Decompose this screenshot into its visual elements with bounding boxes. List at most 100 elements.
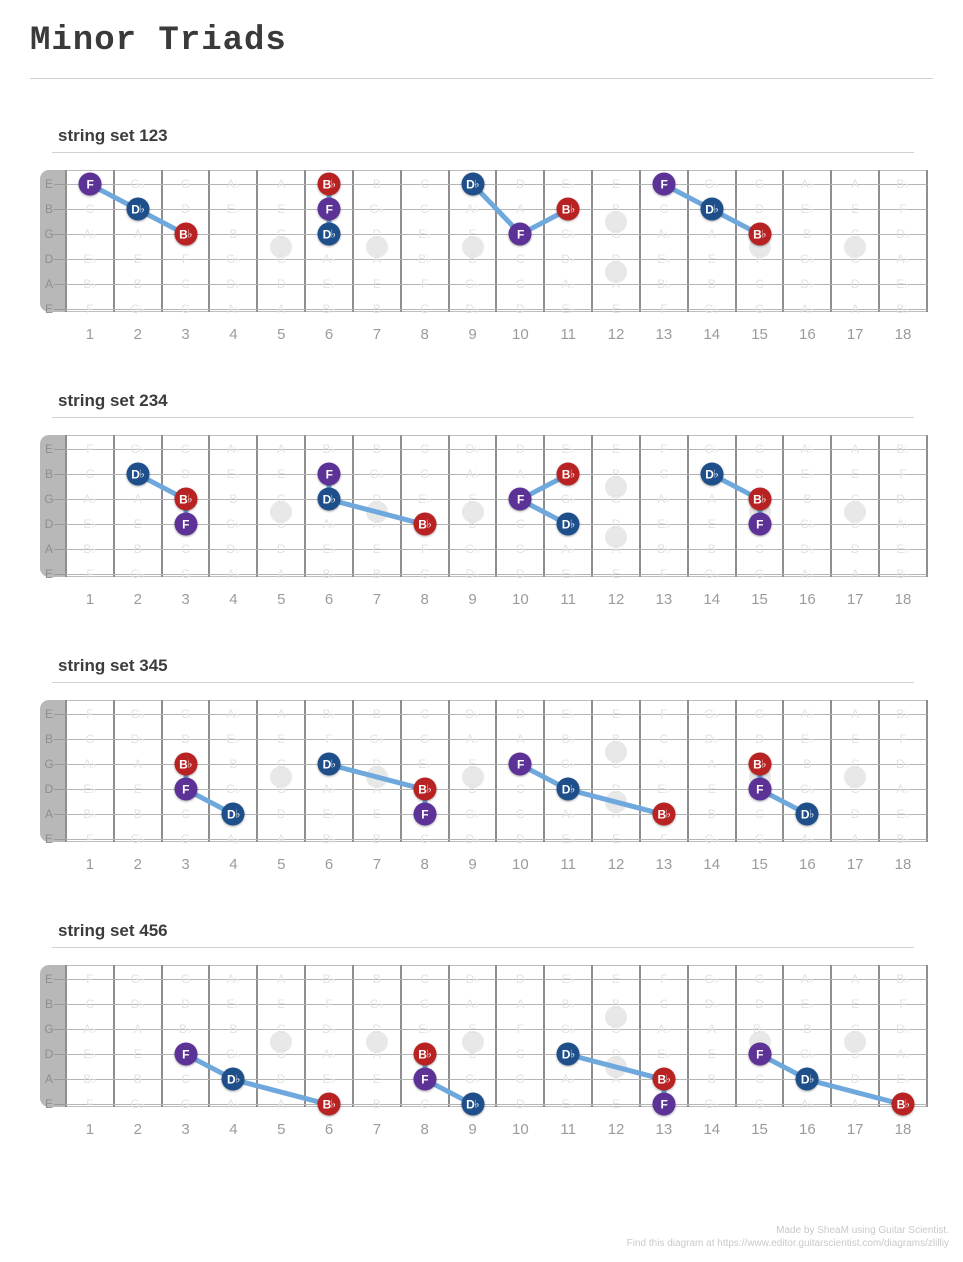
- fret-line: [495, 965, 498, 1107]
- note-marker[interactable]: F: [78, 172, 102, 196]
- fret-note-label: G♭: [130, 832, 145, 846]
- fret-line: [686, 435, 689, 577]
- note-marker[interactable]: D ♭: [700, 462, 724, 486]
- note-marker[interactable]: F: [508, 487, 532, 511]
- fret-note-label: D: [516, 442, 525, 456]
- note-marker[interactable]: F: [174, 1042, 198, 1066]
- note-marker[interactable]: B ♭: [652, 802, 676, 826]
- section-title: string set 123: [58, 126, 168, 145]
- fret-note-label: C: [755, 277, 764, 291]
- note-marker[interactable]: D ♭: [221, 1067, 245, 1091]
- note-marker[interactable]: F: [748, 1042, 772, 1066]
- note-marker[interactable]: D ♭: [556, 777, 580, 801]
- fretboard[interactable]: EBGDAEFG♭GA♭AB♭BCD♭DE♭EFG♭GA♭AB♭CD♭DE♭EF…: [40, 170, 928, 316]
- note-marker[interactable]: B ♭: [174, 752, 198, 776]
- fret-number-label: 10: [512, 1121, 529, 1138]
- fret-line: [208, 435, 211, 577]
- note-marker[interactable]: D ♭: [461, 1092, 485, 1116]
- note-marker[interactable]: F: [652, 1092, 676, 1116]
- note-marker[interactable]: D ♭: [795, 1067, 819, 1091]
- note-marker[interactable]: F: [413, 1067, 437, 1091]
- fret-note-label: D♭: [896, 492, 910, 506]
- note-marker[interactable]: B ♭: [317, 172, 341, 196]
- note-marker[interactable]: B ♭: [891, 1092, 915, 1116]
- note-marker[interactable]: F: [174, 512, 198, 536]
- fret-note-label: B: [372, 832, 381, 846]
- fret-number-label: 14: [703, 326, 721, 343]
- fret-inlay-icon: [270, 1030, 293, 1053]
- fret-note-label: D: [850, 542, 860, 556]
- nut-tick: [54, 1079, 66, 1080]
- fret-note-label: E♭: [418, 757, 432, 771]
- fretboard[interactable]: EBGDAEFG♭GA♭AB♭BCD♭DE♭EFG♭GA♭AB♭CD♭DE♭EF…: [40, 435, 928, 581]
- note-marker[interactable]: B ♭: [317, 1092, 341, 1116]
- string-line: [66, 1079, 927, 1080]
- note-marker[interactable]: D ♭: [317, 487, 341, 511]
- footer-link[interactable]: Find this diagram at https://www.editor.…: [626, 1238, 949, 1249]
- note-marker[interactable]: D ♭: [317, 752, 341, 776]
- fret-note-label: C: [420, 972, 430, 986]
- note-marker[interactable]: B ♭: [174, 487, 198, 511]
- note-marker[interactable]: D ♭: [126, 462, 150, 486]
- note-marker[interactable]: D ♭: [221, 802, 245, 826]
- note-marker[interactable]: D ♭: [556, 512, 580, 536]
- note-marker[interactable]: B ♭: [413, 1042, 437, 1066]
- note-marker[interactable]: F: [508, 752, 532, 776]
- fret-note-label: G: [180, 972, 191, 986]
- fret-note-label: C: [755, 1072, 764, 1086]
- nut-tick: [54, 739, 66, 740]
- fret-number-label: 9: [468, 1121, 477, 1138]
- note-marker[interactable]: F: [317, 197, 341, 221]
- note-marker[interactable]: F: [748, 777, 772, 801]
- nut-tick: [54, 764, 66, 765]
- string-line: [66, 449, 927, 450]
- fret-note-label: A: [851, 707, 860, 721]
- note-marker[interactable]: B ♭: [748, 752, 772, 776]
- note-marker[interactable]: D ♭: [126, 197, 150, 221]
- note-marker[interactable]: F: [652, 172, 676, 196]
- note-marker[interactable]: B ♭: [413, 777, 437, 801]
- fret-number-label: 10: [512, 856, 529, 873]
- nut-tick: [54, 449, 66, 450]
- nut-tick: [54, 1029, 66, 1030]
- note-marker[interactable]: D ♭: [317, 222, 341, 246]
- note-marker[interactable]: D ♭: [700, 197, 724, 221]
- fret-line: [65, 170, 67, 312]
- note-marker[interactable]: B ♭: [413, 512, 437, 536]
- note-marker[interactable]: B ♭: [652, 1067, 676, 1091]
- note-marker[interactable]: B ♭: [174, 222, 198, 246]
- note-marker[interactable]: F: [174, 777, 198, 801]
- fret-note-label: A: [133, 757, 142, 771]
- fret-note-label: A♭: [465, 467, 480, 481]
- note-marker[interactable]: B ♭: [556, 462, 580, 486]
- note-marker[interactable]: D ♭: [461, 172, 485, 196]
- note-marker[interactable]: F: [508, 222, 532, 246]
- note-marker[interactable]: F: [317, 462, 341, 486]
- note-marker[interactable]: D ♭: [556, 1042, 580, 1066]
- note-marker[interactable]: F: [748, 512, 772, 536]
- fret-note-label: C: [516, 517, 525, 531]
- note-marker[interactable]: B ♭: [556, 197, 580, 221]
- note-marker[interactable]: F: [413, 802, 437, 826]
- fret-note-label: E: [133, 517, 142, 531]
- fret-note-label: B♭: [178, 1022, 193, 1036]
- fret-line: [304, 170, 307, 312]
- fret-line: [65, 700, 67, 842]
- fret-note-label: A: [851, 972, 860, 986]
- fret-note-label: D♭: [896, 227, 910, 241]
- string-line: [66, 574, 927, 575]
- fret-note-label: A: [277, 832, 286, 846]
- fret-line: [112, 435, 115, 577]
- fret-note-label: E: [612, 972, 621, 986]
- open-string-label: B: [44, 467, 53, 481]
- fret-note-label: C: [420, 567, 430, 581]
- fret-number-label: 5: [277, 1121, 286, 1138]
- fret-note-label: A♭: [322, 517, 336, 531]
- note-marker[interactable]: D ♭: [795, 802, 819, 826]
- note-marker[interactable]: B ♭: [748, 487, 772, 511]
- note-marker[interactable]: B ♭: [748, 222, 772, 246]
- fret-note-label: E: [277, 997, 286, 1011]
- fret-number-label: 3: [181, 326, 190, 343]
